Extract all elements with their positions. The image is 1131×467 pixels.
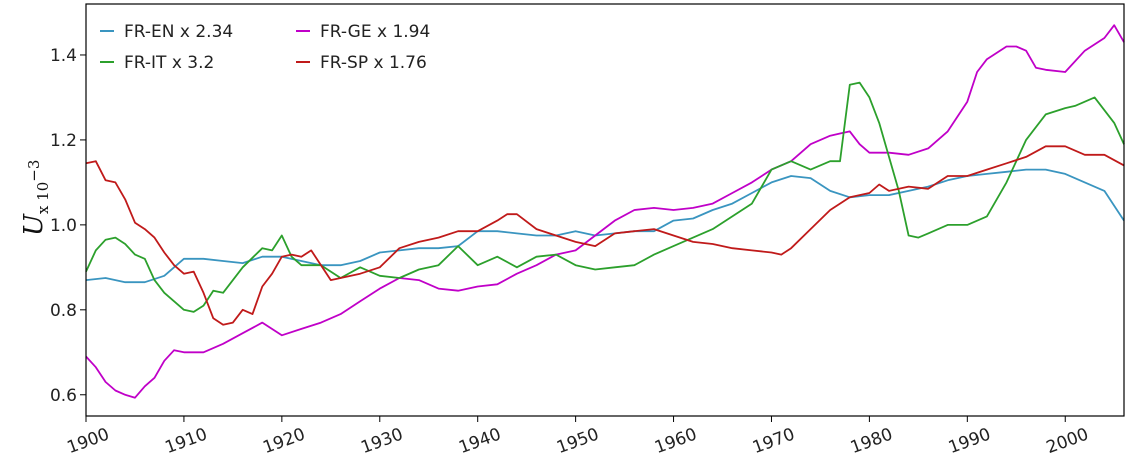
plot-frame <box>85 3 1125 417</box>
y-tick-label: 1.4 <box>50 46 77 66</box>
y-tick-label: 0.6 <box>50 386 77 406</box>
series-line-2 <box>85 24 1125 399</box>
x-tick-label: 1910 <box>162 425 209 459</box>
y-tick-label: 1.2 <box>50 131 77 151</box>
x-tick-label: 2000 <box>1044 425 1091 459</box>
legend-label: FR-EN x 2.34 <box>124 22 233 42</box>
legend-label: FR-SP x 1.76 <box>320 53 427 73</box>
x-axis: 1900 1910 1920 1930 1940 1950 1960 1970 1980 1990… <box>65 416 1091 459</box>
x-tick-label: 1920 <box>260 425 307 459</box>
y-tick-label: 0.8 <box>50 301 77 321</box>
y-axis: 0.6 0.8 1.0 1.2 1.4 <box>50 46 86 406</box>
series-line-1 <box>85 168 1125 284</box>
x-tick-label: 1940 <box>456 425 503 459</box>
x-tick-label: 1980 <box>848 425 895 459</box>
x-tick-label: 1970 <box>750 425 797 459</box>
x-tick-label: 1960 <box>652 425 699 459</box>
y-axis-label: Ux 10−3 <box>19 160 52 236</box>
x-tick-label: 1900 <box>65 425 112 459</box>
legend-label: FR-IT x 3.2 <box>124 53 214 73</box>
series-line-4 <box>85 145 1125 326</box>
y-tick-label: 1.0 <box>50 216 77 236</box>
legend-label: FR-GE x 1.94 <box>320 22 430 42</box>
series-line-3 <box>85 81 1125 313</box>
x-tick-label: 1930 <box>358 425 405 459</box>
x-tick-label: 1950 <box>554 425 601 459</box>
series-lines <box>85 24 1125 399</box>
x-tick-label: 1990 <box>946 425 993 459</box>
legend: FR-EN x 2.34 FR-GE x 1.94 FR-IT x 3.2 FR-SP… <box>100 22 430 73</box>
